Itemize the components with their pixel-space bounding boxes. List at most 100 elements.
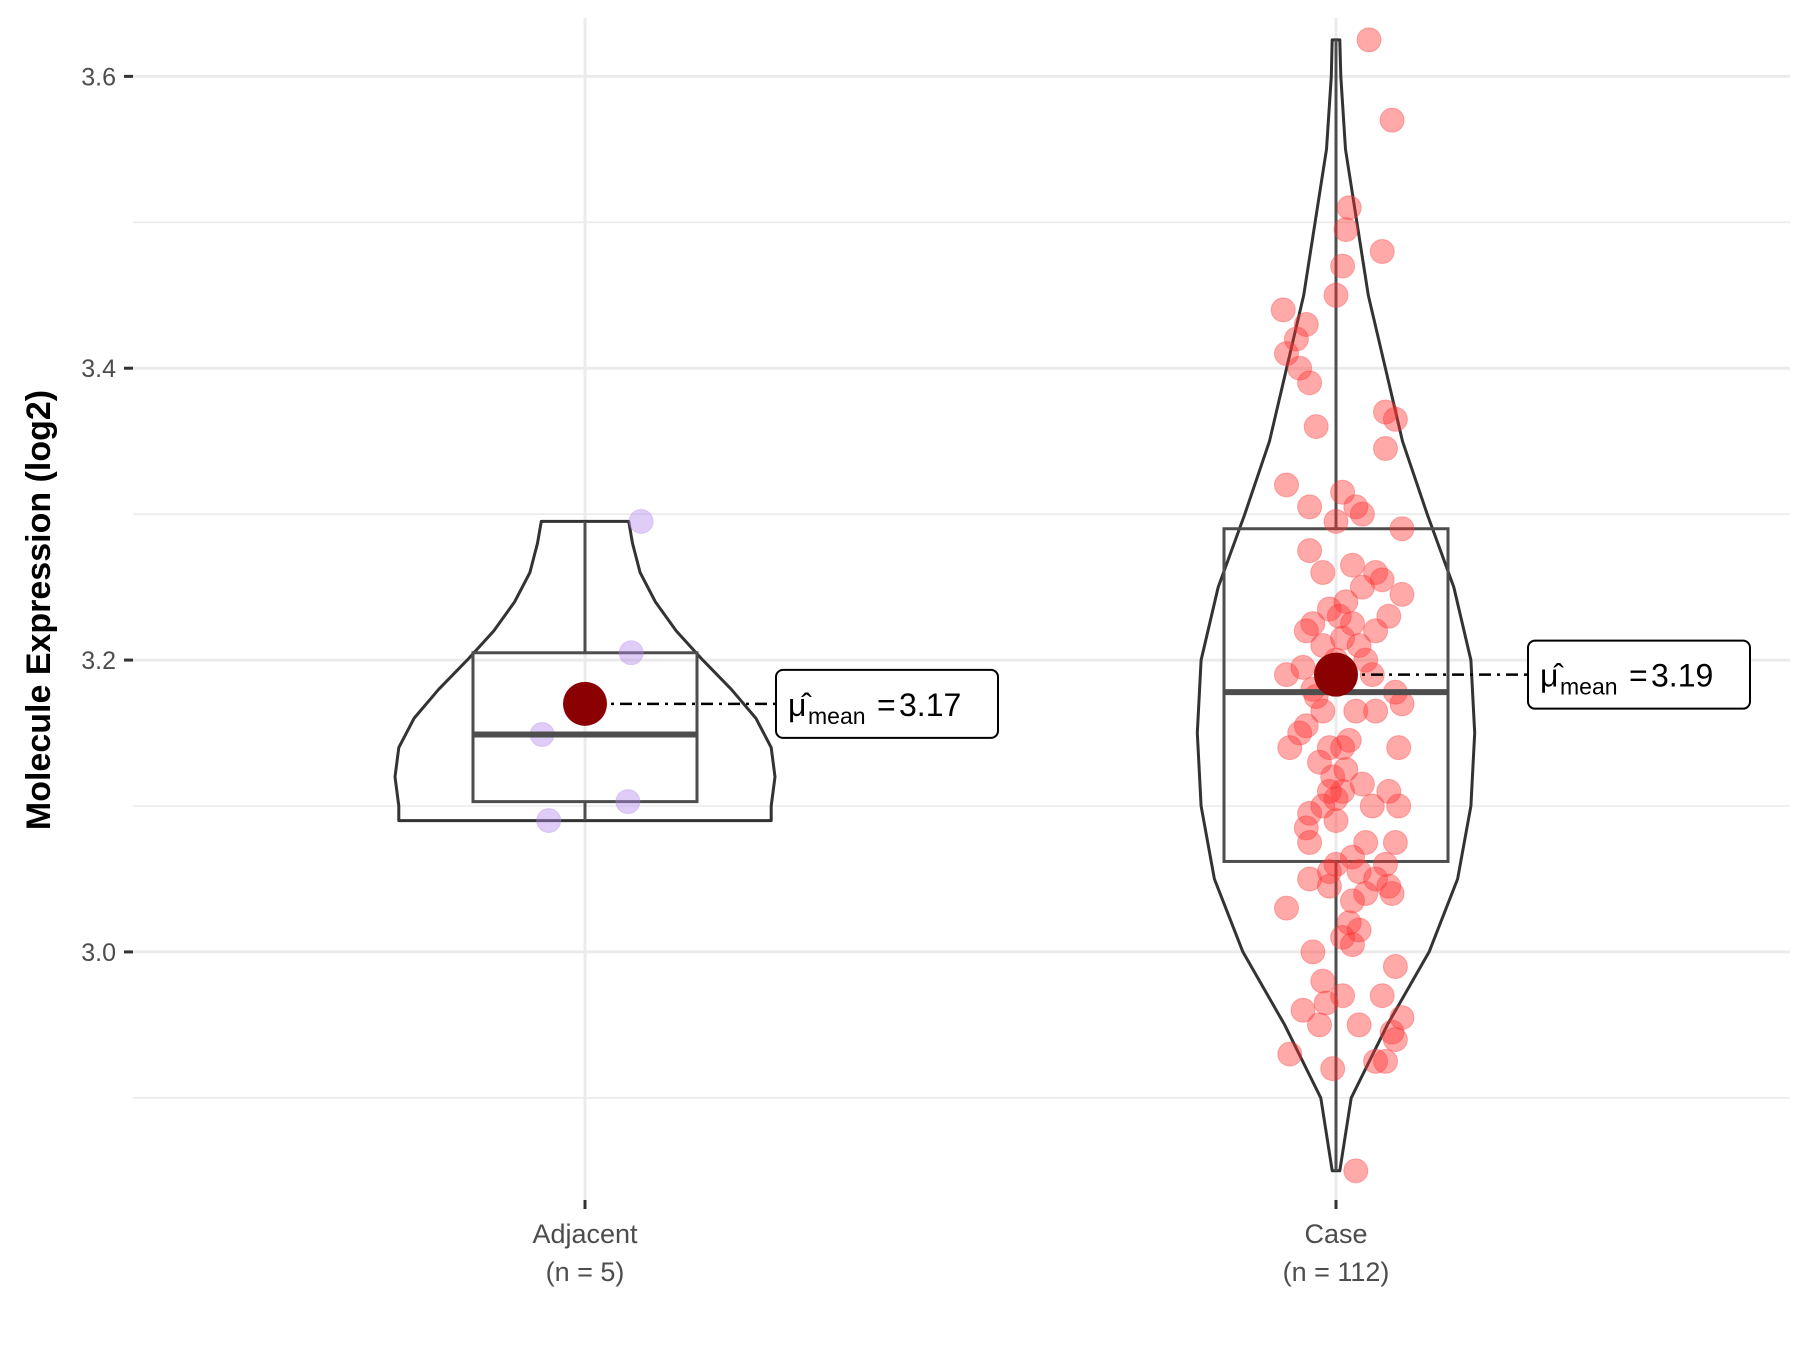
- data-point: [1310, 968, 1336, 994]
- y-tick-label: 3.4: [81, 355, 116, 383]
- data-point: [1376, 778, 1402, 804]
- data-point: [1363, 866, 1389, 892]
- data-point: [1290, 997, 1316, 1023]
- data-point: [1293, 618, 1319, 644]
- data-point: [1333, 757, 1359, 783]
- data-point: [1323, 851, 1349, 877]
- data-point: [1323, 282, 1349, 308]
- data-point: [1274, 895, 1299, 921]
- data-point: [1310, 793, 1336, 819]
- data-point: [1353, 829, 1379, 855]
- group-adjacent: μ̂ mean = 3.17: [393, 508, 999, 834]
- data-point: [1346, 1012, 1372, 1038]
- data-point: [1300, 611, 1326, 637]
- data-point: [1293, 815, 1319, 841]
- data-point: [1340, 611, 1365, 637]
- mean-point: [563, 681, 607, 726]
- data-point: [1330, 253, 1356, 279]
- data-point: [1293, 311, 1319, 337]
- data-point: [1277, 1041, 1303, 1067]
- data-point: [1297, 800, 1323, 826]
- data-point: [1379, 107, 1405, 133]
- data-point: [1330, 983, 1356, 1009]
- data-point: [1349, 501, 1375, 527]
- data-point: [1376, 603, 1402, 629]
- data-point: [1316, 735, 1342, 761]
- data-point: [1369, 567, 1395, 593]
- data-point: [1313, 990, 1339, 1016]
- y-tick-label: 3.0: [81, 939, 116, 967]
- y-axis-title: Molecule Expression (log2): [20, 390, 58, 830]
- y-tick-label: 3.2: [81, 647, 116, 675]
- mean-subscript: mean: [808, 703, 866, 729]
- data-point: [1340, 552, 1365, 578]
- data-point: [1297, 829, 1323, 855]
- data-point: [1356, 27, 1382, 53]
- mean-label-box: [1527, 639, 1751, 710]
- data-point: [1336, 195, 1362, 221]
- data-point: [1343, 698, 1369, 724]
- mean-point: [1314, 652, 1358, 697]
- data-point: [628, 508, 654, 534]
- data-point: [1333, 217, 1359, 243]
- x-tick-sublabel: (n = 112): [1283, 1257, 1390, 1287]
- data-point: [1382, 829, 1408, 855]
- data-point: [1277, 735, 1303, 761]
- data-point: [1346, 859, 1372, 885]
- data-point: [1369, 983, 1395, 1009]
- data-point: [1310, 560, 1336, 586]
- violin: [393, 519, 777, 823]
- data-point: [1323, 508, 1349, 534]
- data-point: [1363, 560, 1389, 586]
- data-point: [1274, 662, 1299, 688]
- data-point: [1346, 632, 1372, 658]
- data-point: [1320, 764, 1346, 790]
- data-point: [1389, 581, 1415, 607]
- group-case: μ̂ mean = 3.19: [1195, 27, 1751, 1184]
- data-point: [1382, 406, 1408, 432]
- data-point: [1330, 924, 1356, 950]
- mean-value: 3.19: [1651, 658, 1713, 694]
- data-point: [1307, 1012, 1332, 1038]
- data-point: [1320, 1056, 1346, 1082]
- data-point: [1363, 1048, 1389, 1074]
- data-point: [1343, 494, 1369, 520]
- data-point: [1316, 596, 1342, 622]
- data-point: [1386, 793, 1412, 819]
- data-point: [1323, 808, 1349, 834]
- mean-annotation: μ̂ mean = 3.19: [1527, 639, 1751, 710]
- data-point: [1336, 910, 1362, 936]
- data-point: [536, 808, 562, 834]
- data-point: [1297, 538, 1323, 564]
- data-point: [1359, 793, 1385, 819]
- data-point: [1382, 954, 1408, 980]
- data-point: [1323, 786, 1349, 812]
- data-point: [1373, 399, 1398, 425]
- data-point: [1353, 647, 1379, 673]
- data-point: [1336, 727, 1362, 753]
- mean-subscript: mean: [1560, 674, 1618, 700]
- data-point: [1293, 713, 1319, 739]
- data-point: [1386, 735, 1412, 761]
- data-point: [1297, 494, 1323, 520]
- groups: μ̂ mean = 3.17 μ̂ mean = 3.19: [393, 27, 1751, 1184]
- mean-value: 3.17: [899, 687, 961, 723]
- data-point: [1290, 654, 1316, 680]
- mean-label-box: [775, 668, 999, 739]
- data-point: [1316, 859, 1342, 885]
- mean-annotation: μ̂ mean = 3.17: [775, 668, 999, 739]
- data-point: [1353, 881, 1379, 907]
- data-point: [1316, 778, 1342, 804]
- data-point: [1373, 1048, 1398, 1074]
- data-point: [1316, 873, 1342, 899]
- data-point: [1303, 414, 1329, 440]
- data-point: [1274, 472, 1299, 498]
- x-axis: Adjacent (n = 5) Case (n = 112): [532, 1200, 1389, 1287]
- data-point: [1379, 1019, 1405, 1045]
- data-point: [1340, 932, 1365, 958]
- data-point: [618, 640, 644, 666]
- data-point: [1376, 873, 1402, 899]
- data-point: [1274, 341, 1299, 367]
- x-tick-label: Adjacent: [532, 1219, 638, 1249]
